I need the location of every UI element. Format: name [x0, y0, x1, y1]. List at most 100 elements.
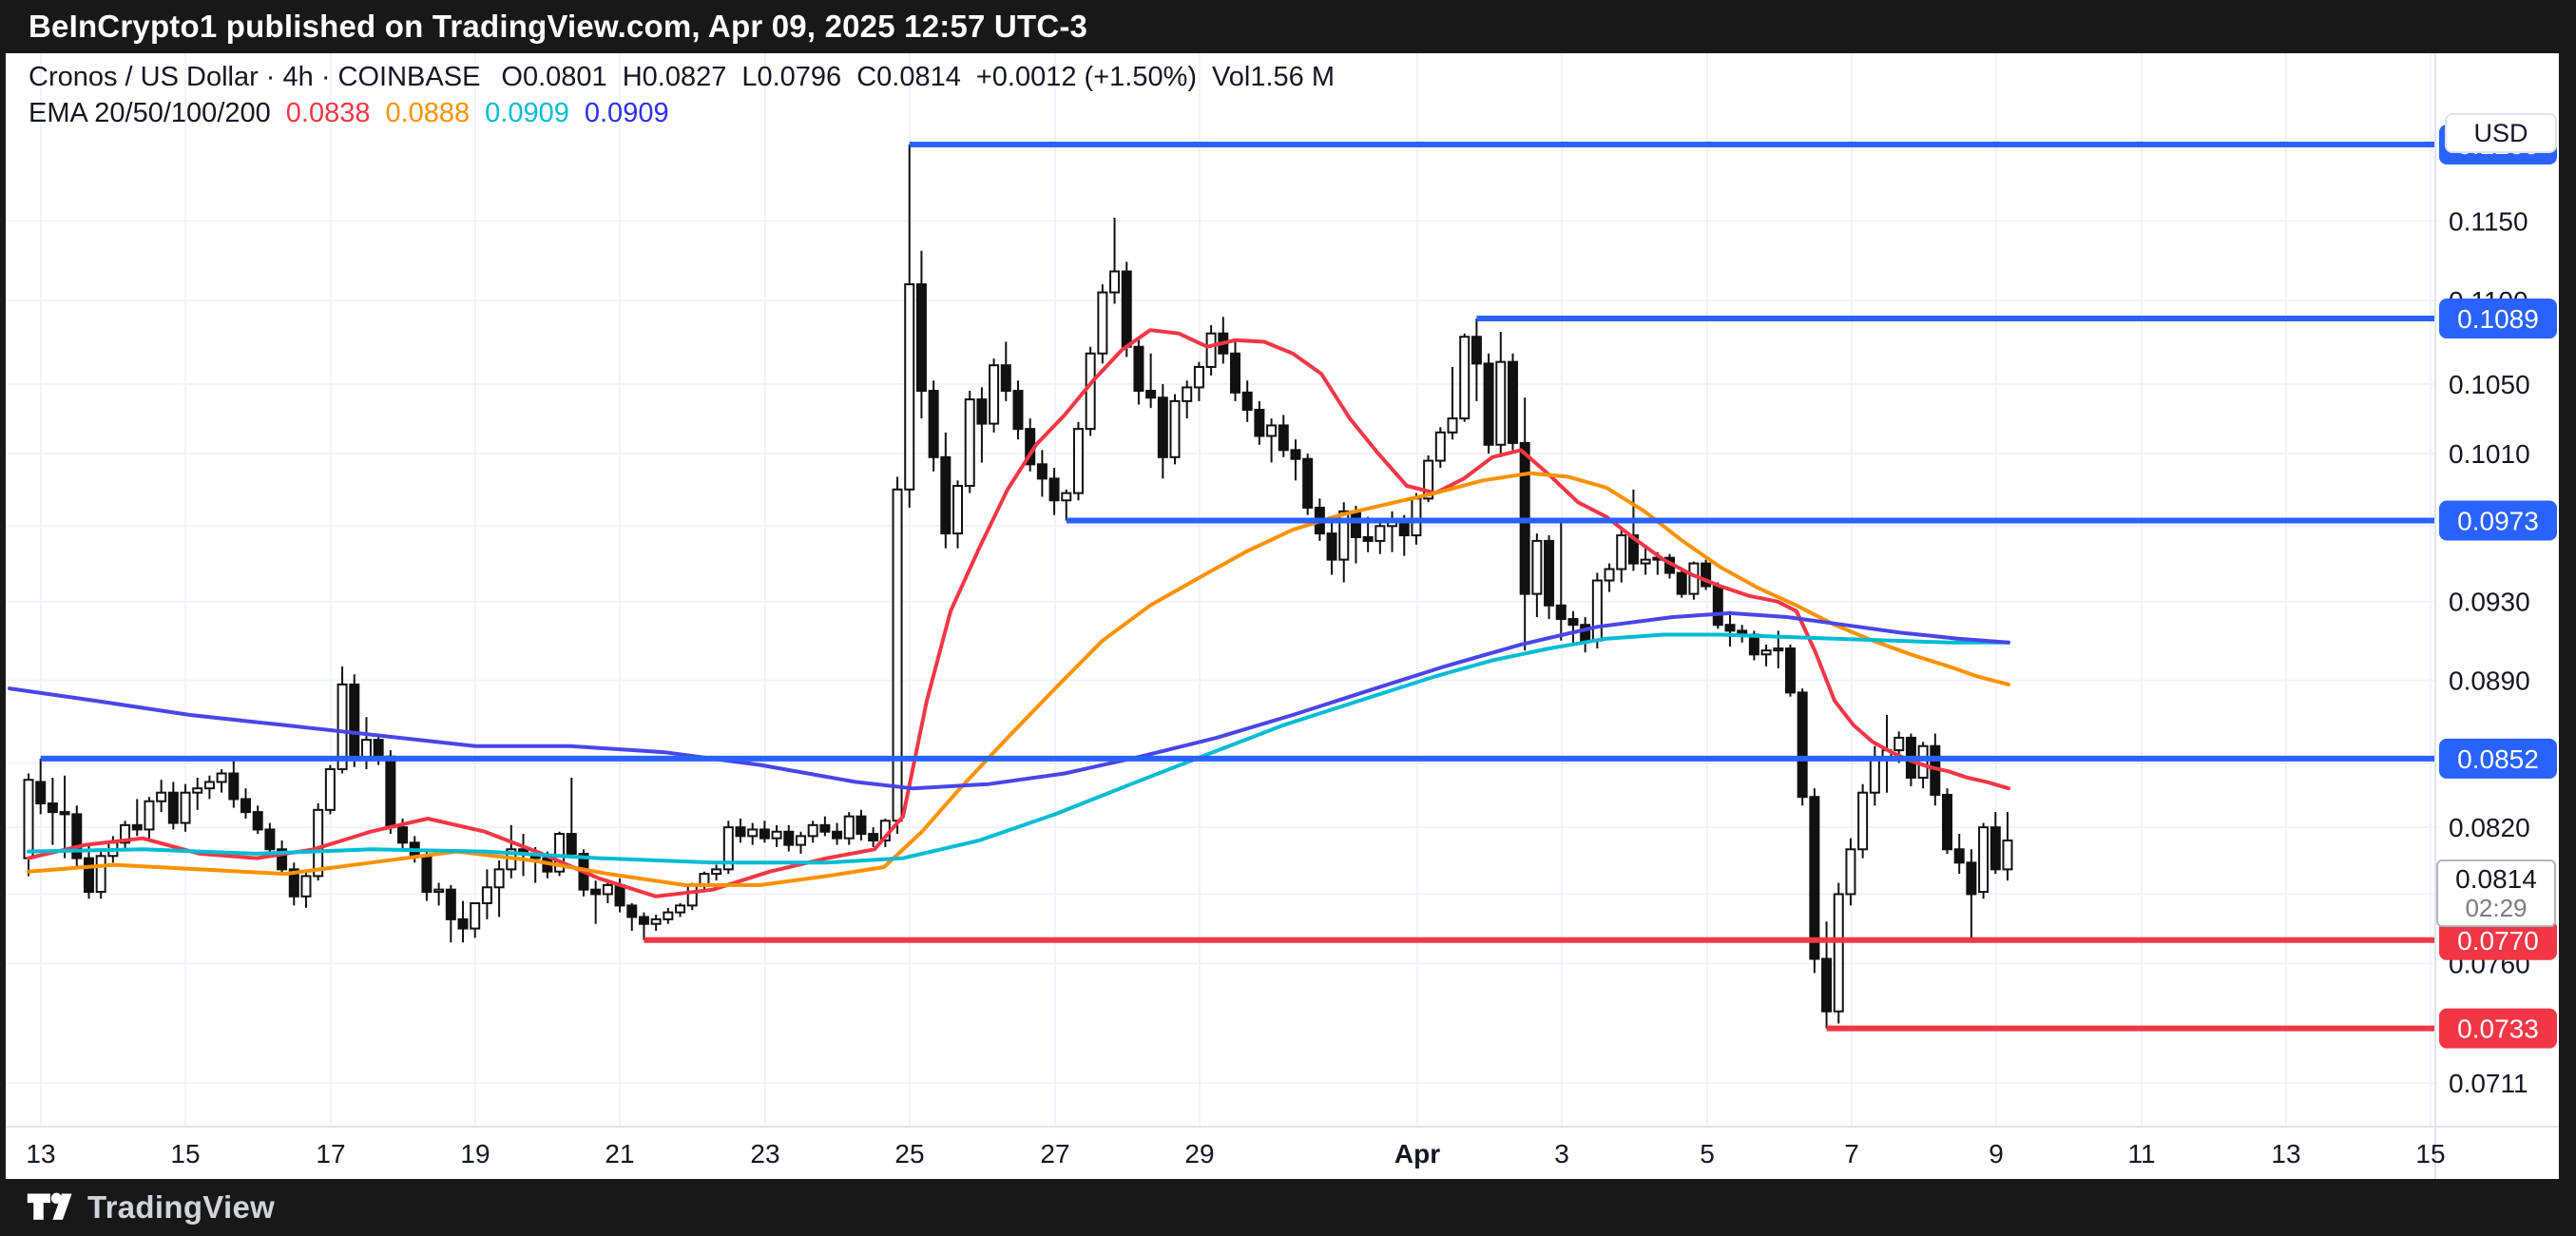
candle-body [1821, 957, 1833, 1013]
candle-body [1627, 534, 1639, 565]
time-tick-label[interactable]: 11 [2127, 1139, 2155, 1168]
time-tick-label[interactable]: 27 [1040, 1139, 1069, 1168]
candle-body [1712, 585, 1723, 627]
candle-body [976, 398, 988, 425]
candle-body [1833, 893, 1844, 1013]
ema-value: 0.0838 [285, 98, 371, 128]
price-tick-label[interactable]: 0.1050 [2449, 370, 2530, 399]
candle-body [1869, 757, 1880, 794]
candle-body [59, 811, 70, 816]
candle-body [566, 833, 577, 855]
candle-body [843, 815, 855, 840]
time-tick-label[interactable]: Apr [1394, 1139, 1440, 1168]
candle-body [1616, 534, 1627, 570]
candle-body [554, 833, 566, 873]
candle-body [385, 755, 396, 829]
time-tick-label[interactable]: 5 [1700, 1139, 1715, 1168]
ema-line-2 [27, 471, 2010, 887]
level-badge-label: 0.0733 [2457, 1014, 2539, 1044]
price-tick-label[interactable]: 0.0820 [2449, 813, 2530, 842]
candle-body [819, 823, 831, 833]
candle-body [1182, 386, 1193, 402]
candle-body [1169, 399, 1181, 458]
chart-legend: Cronos / US Dollar · 4h · COINBASE O0.08… [29, 59, 1350, 131]
candle-body [1145, 390, 1157, 399]
price-tick-label[interactable]: 0.1010 [2449, 439, 2530, 469]
candle-body [493, 868, 505, 889]
candle-body [1724, 624, 1736, 632]
candle-body [735, 826, 746, 838]
footer-bar: TradingView [0, 1179, 2576, 1236]
candle-body [1133, 345, 1144, 393]
time-tick-label[interactable]: 19 [460, 1139, 490, 1168]
time-tick-label[interactable]: 13 [26, 1139, 55, 1168]
candle-body [1495, 360, 1507, 446]
price-tick-label[interactable]: 0.0711 [2449, 1069, 2528, 1098]
candle-body [35, 781, 47, 805]
price-tick-label[interactable]: 0.1150 [2449, 206, 2528, 236]
price-tick-label[interactable]: 0.0930 [2449, 588, 2530, 617]
time-tick-label[interactable]: 13 [2271, 1139, 2300, 1168]
candle-body [771, 830, 782, 840]
candle-body [120, 823, 131, 844]
open-value: O0.0801 [501, 62, 607, 92]
chart-plot-surface[interactable]: 0.11500.11000.10500.10100.09300.08900.08… [6, 53, 2559, 1179]
candle-body [1061, 492, 1072, 502]
candle-body [47, 802, 58, 814]
candle-body [722, 826, 734, 871]
candle-body [1845, 848, 1856, 896]
candle-body [1097, 291, 1108, 355]
candle-body [252, 811, 263, 831]
candle-body [373, 739, 384, 758]
candle-body [638, 916, 649, 925]
candle-body [795, 835, 806, 846]
time-tick-label[interactable]: 9 [1989, 1139, 2004, 1168]
candle-body [240, 798, 252, 814]
candle-body [23, 779, 34, 859]
candle-body [144, 800, 155, 831]
tradingview-brand[interactable]: TradingView [87, 1189, 276, 1225]
candle-body [1544, 539, 1555, 607]
time-tick-label[interactable]: 7 [1844, 1139, 1859, 1168]
level-badge-label: 0.1089 [2457, 304, 2539, 334]
time-tick-label[interactable]: 29 [1184, 1139, 1214, 1168]
symbol-legend-row[interactable]: Cronos / US Dollar · 4h · COINBASE O0.08… [29, 59, 1350, 95]
candle-body [83, 857, 94, 894]
ema-legend-row[interactable]: EMA 20/50/100/200 0.0838 0.0888 0.0909 0.09… [29, 95, 1350, 131]
level-badge [2439, 500, 2557, 541]
time-tick-label[interactable]: 23 [750, 1139, 779, 1168]
candle-body [1978, 826, 1990, 894]
candle-body [228, 772, 240, 801]
candle-body [1085, 352, 1096, 431]
candle-body [167, 791, 179, 824]
candle-body [1326, 532, 1337, 561]
time-tick-label[interactable]: 3 [1554, 1139, 1569, 1168]
currency-label: USD [2473, 118, 2528, 147]
candle-body [1109, 270, 1121, 294]
tradingview-logo-icon[interactable] [27, 1188, 74, 1226]
candle-body [915, 283, 927, 393]
price-tick-label[interactable]: 0.0890 [2449, 666, 2530, 696]
candle-body [964, 398, 975, 488]
currency-toggle-button[interactable]: USD [2445, 113, 2557, 153]
candle-body [807, 823, 818, 838]
candle-body [1942, 793, 1953, 851]
time-tick-label[interactable]: 15 [170, 1139, 200, 1168]
chart-frame: 0.11500.11000.10500.10100.09300.08900.08… [6, 53, 2559, 1179]
level-badge [2439, 299, 2557, 339]
candle-body [264, 828, 276, 851]
candle-body [626, 904, 638, 918]
ema-value: 0.0888 [385, 98, 471, 128]
time-tick-label[interactable]: 17 [316, 1139, 345, 1168]
candle-body [1773, 647, 1784, 652]
candle-body [1254, 408, 1265, 437]
candle-body [1701, 562, 1712, 588]
time-tick-label[interactable]: 21 [605, 1139, 634, 1168]
time-tick-label[interactable]: 15 [2415, 1139, 2445, 1168]
time-tick-label[interactable]: 25 [894, 1139, 924, 1168]
candle-body [1398, 521, 1410, 537]
candle-body [1894, 736, 1905, 752]
candle-body [1531, 539, 1543, 595]
candle-body [832, 830, 843, 840]
candle-body [1290, 449, 1301, 460]
